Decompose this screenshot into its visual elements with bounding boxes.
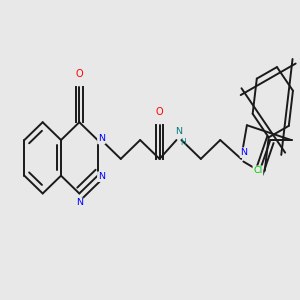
Text: N: N bbox=[76, 198, 83, 207]
Text: N: N bbox=[241, 148, 248, 157]
Text: H: H bbox=[181, 138, 187, 147]
Text: O: O bbox=[76, 68, 83, 79]
Text: N: N bbox=[176, 127, 182, 136]
Text: N: N bbox=[98, 134, 105, 143]
Text: Cl: Cl bbox=[253, 166, 262, 175]
Text: O: O bbox=[156, 107, 164, 117]
Text: N: N bbox=[98, 172, 105, 181]
